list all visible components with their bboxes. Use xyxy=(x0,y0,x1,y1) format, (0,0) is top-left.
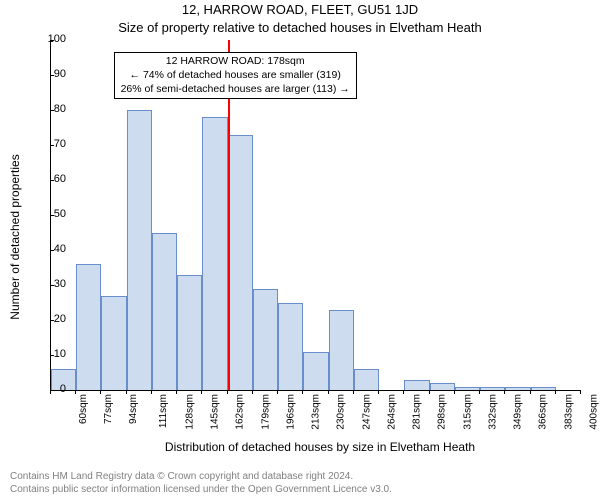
y-tick-label: 30 xyxy=(26,278,66,290)
histogram-bar xyxy=(455,387,480,391)
y-tick-label: 100 xyxy=(26,33,66,45)
histogram-bar xyxy=(253,289,278,391)
chart-title-line1: 12, HARROW ROAD, FLEET, GU51 1JD xyxy=(0,2,600,17)
x-tick-mark xyxy=(504,390,505,394)
x-tick-mark xyxy=(126,390,127,394)
x-tick-label: 281sqm xyxy=(412,394,423,430)
histogram-bar xyxy=(152,233,177,391)
x-tick-label: 213sqm xyxy=(311,394,322,430)
x-tick-mark xyxy=(479,390,480,394)
histogram-bar xyxy=(505,387,530,391)
histogram-bar xyxy=(127,110,152,390)
x-tick-label: 383sqm xyxy=(563,394,574,430)
x-tick-label: 162sqm xyxy=(235,394,246,430)
histogram-bar xyxy=(480,387,505,391)
histogram-bar xyxy=(329,310,354,391)
x-tick-label: 264sqm xyxy=(386,394,397,430)
x-tick-mark xyxy=(302,390,303,394)
x-tick-label: 315sqm xyxy=(462,394,473,430)
x-tick-mark xyxy=(75,390,76,394)
histogram-bar xyxy=(430,383,455,390)
chart-title-line2: Size of property relative to detached ho… xyxy=(0,20,600,35)
x-tick-mark xyxy=(100,390,101,394)
x-tick-label: 230sqm xyxy=(336,394,347,430)
histogram-bar xyxy=(177,275,202,391)
x-tick-mark xyxy=(429,390,430,394)
x-tick-mark xyxy=(403,390,404,394)
x-tick-label: 247sqm xyxy=(361,394,372,430)
x-tick-mark xyxy=(227,390,228,394)
x-tick-label: 332sqm xyxy=(487,394,498,430)
x-tick-label: 77sqm xyxy=(103,394,114,424)
x-tick-mark xyxy=(176,390,177,394)
x-tick-label: 145sqm xyxy=(210,394,221,430)
footer-line1: Contains HM Land Registry data © Crown c… xyxy=(10,471,392,484)
footer-attribution: Contains HM Land Registry data © Crown c… xyxy=(10,471,392,496)
x-tick-mark xyxy=(201,390,202,394)
annotation-line3: 26% of semi-detached houses are larger (… xyxy=(121,83,350,97)
y-tick-label: 20 xyxy=(26,313,66,325)
x-tick-label: 298sqm xyxy=(437,394,448,430)
x-tick-mark xyxy=(555,390,556,394)
x-tick-label: 94sqm xyxy=(128,394,139,424)
x-tick-mark xyxy=(454,390,455,394)
x-tick-label: 111sqm xyxy=(158,394,169,428)
histogram-bar xyxy=(202,117,227,390)
annotation-line1: 12 HARROW ROAD: 178sqm xyxy=(121,55,350,69)
x-tick-mark xyxy=(277,390,278,394)
x-tick-mark xyxy=(530,390,531,394)
x-axis-label: Distribution of detached houses by size … xyxy=(50,440,590,454)
y-tick-label: 80 xyxy=(26,103,66,115)
x-tick-mark xyxy=(50,390,51,394)
x-tick-mark xyxy=(252,390,253,394)
annotation-line2: ← 74% of detached houses are smaller (31… xyxy=(121,69,350,83)
x-tick-label: 60sqm xyxy=(78,394,89,424)
x-tick-label: 128sqm xyxy=(185,394,196,430)
histogram-bar xyxy=(76,264,101,390)
y-tick-label: 40 xyxy=(26,243,66,255)
footer-line2: Contains public sector information licen… xyxy=(10,484,392,497)
histogram-bar xyxy=(101,296,126,391)
x-tick-mark xyxy=(151,390,152,394)
x-tick-label: 400sqm xyxy=(588,394,599,430)
x-tick-mark xyxy=(328,390,329,394)
x-tick-label: 349sqm xyxy=(513,394,524,430)
x-tick-label: 196sqm xyxy=(285,394,296,430)
x-tick-label: 366sqm xyxy=(538,394,549,430)
histogram-bar xyxy=(228,135,253,391)
y-tick-label: 50 xyxy=(26,208,66,220)
x-tick-mark xyxy=(353,390,354,394)
y-tick-label: 90 xyxy=(26,68,66,80)
histogram-bar xyxy=(303,352,328,391)
histogram-bar xyxy=(404,380,429,391)
annotation-box: 12 HARROW ROAD: 178sqm← 74% of detached … xyxy=(114,52,357,99)
x-tick-mark xyxy=(580,390,581,394)
x-tick-label: 179sqm xyxy=(260,394,271,430)
y-tick-label: 70 xyxy=(26,138,66,150)
y-tick-label: 0 xyxy=(26,383,66,395)
y-tick-label: 60 xyxy=(26,173,66,185)
histogram-bar xyxy=(278,303,303,391)
histogram-bar xyxy=(531,387,556,391)
histogram-bar xyxy=(354,369,379,390)
x-tick-mark xyxy=(378,390,379,394)
y-axis-label: Number of detached properties xyxy=(8,107,22,367)
y-tick-label: 10 xyxy=(26,348,66,360)
